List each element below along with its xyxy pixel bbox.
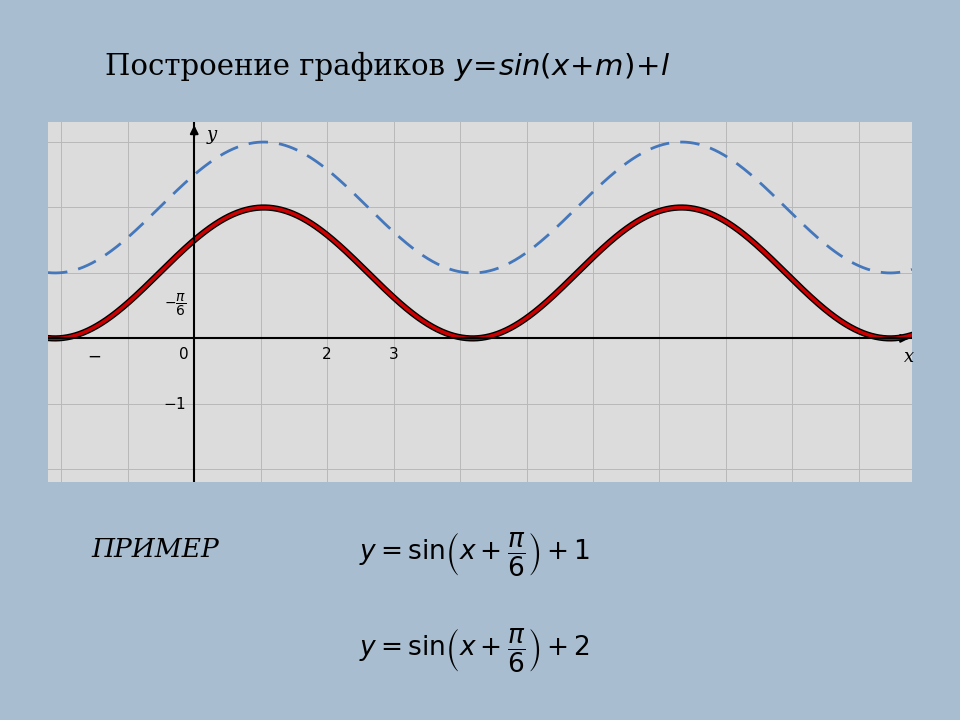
Text: x: x (903, 348, 914, 366)
Text: ПРИМЕР: ПРИМЕР (91, 537, 219, 562)
Text: $-\dfrac{\pi}{6}$: $-\dfrac{\pi}{6}$ (164, 291, 186, 318)
Text: $y = \sin\!\left(x + \dfrac{\pi}{6}\right) + 2$: $y = \sin\!\left(x + \dfrac{\pi}{6}\righ… (359, 626, 589, 674)
Text: Построение графиков: Построение графиков (105, 52, 454, 81)
Text: $-1$: $-1$ (163, 396, 186, 412)
Text: $y\!=\!sin(x\!+\!m)\!+\!l$: $y\!=\!sin(x\!+\!m)\!+\!l$ (454, 50, 671, 83)
Text: y: y (206, 126, 216, 144)
Text: 2: 2 (323, 347, 332, 362)
Text: $y = \sin\!\left(x + \dfrac{\pi}{6}\right) + 1$: $y = \sin\!\left(x + \dfrac{\pi}{6}\righ… (359, 530, 590, 578)
Text: 0: 0 (180, 347, 189, 362)
Text: $-$: $-$ (87, 347, 102, 365)
Text: 3: 3 (389, 347, 398, 362)
